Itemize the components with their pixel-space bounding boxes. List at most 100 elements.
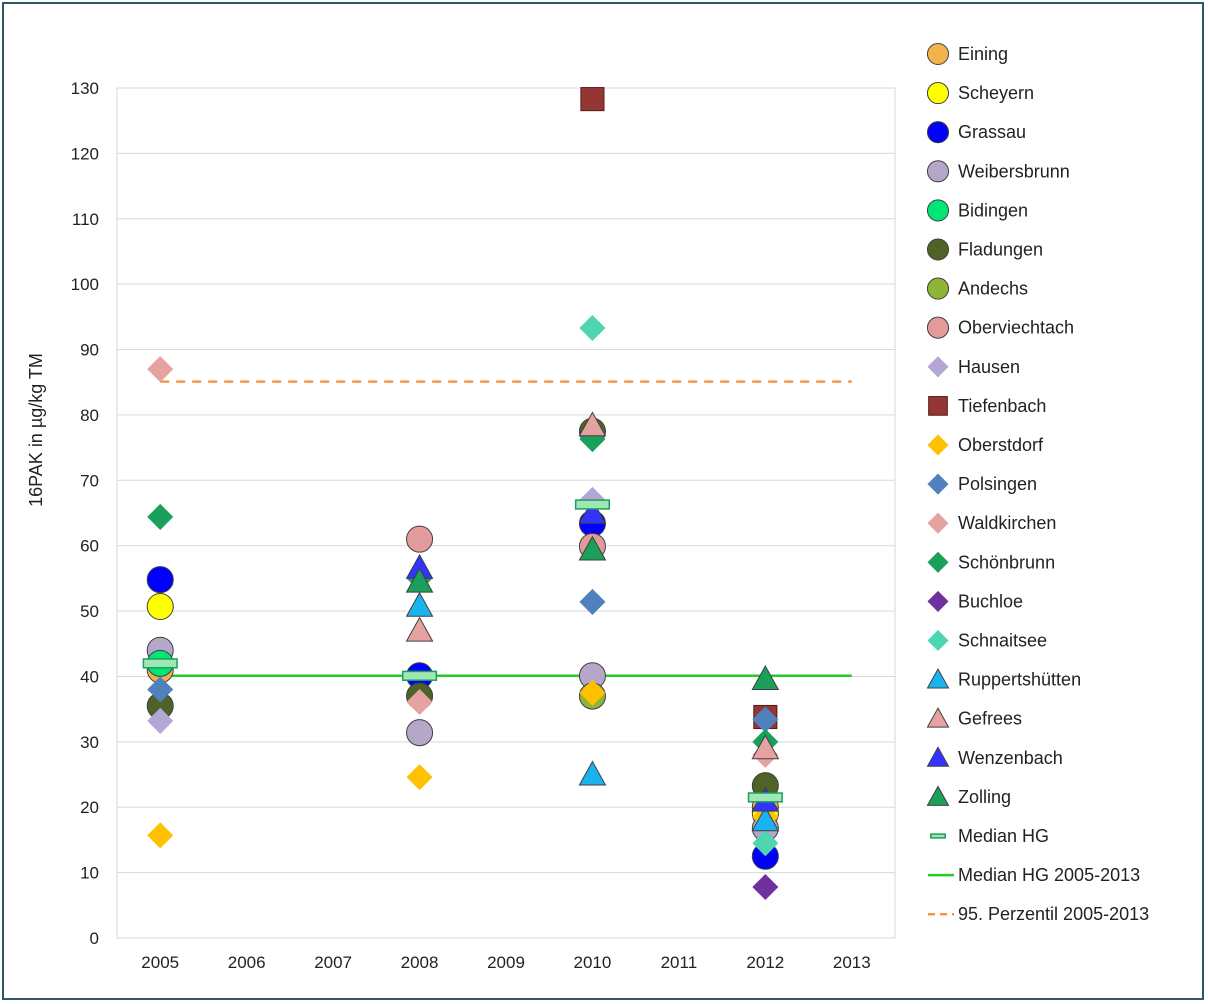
point-oberstdorf bbox=[147, 822, 174, 849]
point-buchloe bbox=[752, 873, 779, 901]
point-waldkirchen bbox=[406, 688, 433, 715]
point-sch-nbrunn bbox=[147, 503, 174, 530]
point-gefrees bbox=[751, 734, 780, 760]
legend-marker-eining bbox=[926, 42, 950, 66]
y-tick-label: 0 bbox=[90, 929, 99, 948]
legend-label-median-hg-2005-2013: Median HG 2005-2013 bbox=[958, 865, 1140, 885]
point-gefrees bbox=[405, 616, 434, 642]
point-tiefenbach bbox=[580, 87, 605, 112]
legend-marker-oberstdorf bbox=[927, 434, 949, 456]
point-gefrees bbox=[578, 411, 607, 437]
legend-label-grassau: Grassau bbox=[958, 122, 1026, 142]
x-tick-label: 2010 bbox=[574, 953, 612, 972]
point-zolling bbox=[405, 567, 434, 593]
y-tick-label: 80 bbox=[80, 406, 99, 425]
legend-marker-hausen bbox=[927, 356, 949, 378]
legend-marker-polsingen bbox=[927, 473, 949, 495]
legend-label-eining: Eining bbox=[958, 44, 1008, 64]
point-ruppertsh-tten bbox=[751, 806, 780, 832]
point-wenzenbach bbox=[578, 498, 607, 524]
legend-label-fladungen: Fladungen bbox=[958, 240, 1043, 260]
point-polsingen bbox=[752, 706, 779, 733]
legend-label-zolling: Zolling bbox=[958, 787, 1011, 807]
point-schnaitsee bbox=[579, 314, 606, 341]
legend-marker-andechs bbox=[926, 277, 950, 300]
x-tick-label: 2005 bbox=[141, 953, 179, 972]
reference-lines bbox=[160, 380, 852, 678]
y-tick-label: 50 bbox=[80, 602, 99, 621]
point-median-hg bbox=[402, 670, 438, 681]
x-tick-label: 2012 bbox=[746, 953, 784, 972]
point-oberstdorf bbox=[406, 764, 433, 791]
legend-label-schnaitsee: Schnaitsee bbox=[958, 631, 1047, 651]
point-ruppertsh-tten bbox=[578, 760, 607, 786]
legend-label-wenzenbach: Wenzenbach bbox=[958, 748, 1063, 768]
legend-marker-median-hg bbox=[930, 833, 946, 839]
legend-marker-waldkirchen bbox=[927, 512, 949, 534]
legend-marker-ruppertsh-tten bbox=[926, 668, 950, 689]
point-zolling bbox=[751, 665, 780, 690]
y-tick-label: 30 bbox=[80, 733, 99, 752]
legend-label-gefrees: Gefrees bbox=[958, 709, 1022, 729]
legend-marker-gefrees bbox=[926, 707, 950, 728]
point-schnaitsee bbox=[752, 830, 779, 857]
x-tick-label: 2007 bbox=[314, 953, 352, 972]
legend-label-95-perzentil-2005-2013: 95. Perzentil 2005-2013 bbox=[958, 904, 1149, 924]
legend: Eining Scheyern Grassau Weibersbrunn Bidinge… bbox=[926, 42, 1149, 924]
y-tick-label: 110 bbox=[72, 210, 99, 229]
legend-marker-wenzenbach bbox=[926, 746, 950, 767]
point-polsingen bbox=[147, 676, 174, 703]
legend-label-oberstdorf: Oberstdorf bbox=[958, 435, 1044, 455]
point-waldkirchen bbox=[147, 356, 174, 383]
legend-label-buchloe: Buchloe bbox=[958, 591, 1023, 611]
x-tick-label: 2006 bbox=[228, 953, 266, 972]
y-tick-label: 70 bbox=[80, 471, 99, 490]
legend-label-bidingen: Bidingen bbox=[958, 200, 1028, 220]
x-tick-label: 2013 bbox=[833, 953, 871, 972]
point-polsingen bbox=[579, 588, 606, 615]
legend-marker-bidingen bbox=[926, 199, 950, 222]
legend-marker-schnaitsee bbox=[927, 629, 949, 652]
legend-marker-scheyern bbox=[926, 82, 950, 105]
grid bbox=[117, 87, 895, 939]
legend-marker-zolling bbox=[926, 785, 950, 806]
legend-label-waldkirchen: Waldkirchen bbox=[958, 513, 1056, 533]
y-tick-label: 40 bbox=[80, 667, 99, 686]
point-scheyern bbox=[146, 592, 174, 621]
legend-label-tiefenbach: Tiefenbach bbox=[958, 396, 1046, 416]
legend-marker-fladungen bbox=[926, 238, 950, 261]
y-tick-label: 20 bbox=[80, 798, 99, 817]
y-tick-label: 120 bbox=[71, 144, 99, 163]
point-hausen bbox=[147, 707, 174, 734]
point-grassau bbox=[146, 566, 174, 594]
x-axis-ticks: 2005 2006 2007 2008 2009 2010 2011 2012 2013 bbox=[141, 953, 870, 972]
x-tick-label: 2009 bbox=[487, 953, 525, 972]
legend-marker-buchloe bbox=[927, 590, 949, 612]
legend-marker-oberviechtach bbox=[926, 316, 950, 339]
data-marks bbox=[142, 87, 783, 901]
y-tick-label: 130 bbox=[71, 79, 99, 98]
y-axis-label: 16PAK in µg/kg TM bbox=[26, 353, 46, 507]
legend-marker-weibersbrunn bbox=[926, 160, 950, 183]
y-tick-label: 60 bbox=[80, 537, 99, 556]
legend-marker-tiefenbach bbox=[928, 396, 948, 416]
chart: 0 10 20 30 40 50 60 70 80 90 100 110 120 130 2005 2006… bbox=[26, 42, 1149, 972]
y-tick-label: 10 bbox=[80, 864, 99, 883]
point-median-hg bbox=[574, 499, 610, 510]
y-axis-ticks: 0 10 20 30 40 50 60 70 80 90 100 110 120 130 bbox=[71, 79, 99, 948]
x-tick-label: 2008 bbox=[401, 953, 439, 972]
legend-marker-sch-nbrunn bbox=[927, 551, 949, 573]
legend-label-oberviechtach: Oberviechtach bbox=[958, 318, 1074, 338]
legend-marker-grassau bbox=[926, 121, 950, 144]
legend-label-polsingen: Polsingen bbox=[958, 474, 1037, 494]
legend-label-weibersbrunn: Weibersbrunn bbox=[958, 161, 1070, 181]
point-weibersbrunn bbox=[406, 719, 434, 747]
point-oberstdorf bbox=[579, 679, 606, 706]
x-tick-label: 2011 bbox=[661, 953, 698, 972]
point-median-hg bbox=[142, 658, 178, 669]
y-tick-label: 90 bbox=[80, 341, 99, 360]
y-tick-label: 100 bbox=[71, 275, 99, 294]
legend-label-hausen: Hausen bbox=[958, 357, 1020, 377]
point-oberviechtach bbox=[406, 525, 434, 553]
legend-label-scheyern: Scheyern bbox=[958, 83, 1034, 103]
